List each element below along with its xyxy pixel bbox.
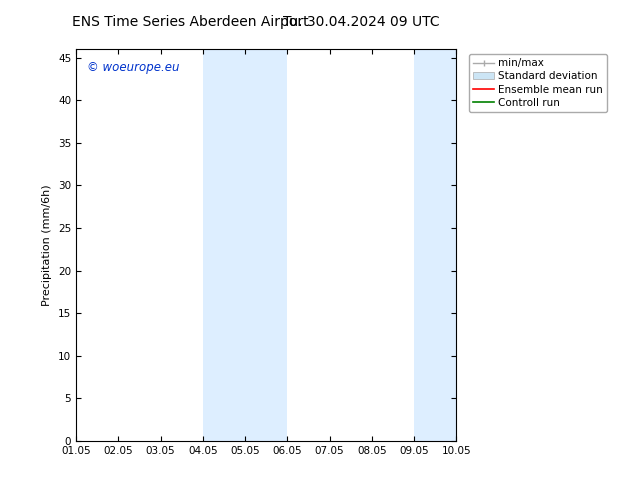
Text: ENS Time Series Aberdeen Airport: ENS Time Series Aberdeen Airport	[72, 15, 309, 29]
Y-axis label: Precipitation (mm/6h): Precipitation (mm/6h)	[42, 184, 53, 306]
Text: Tu. 30.04.2024 09 UTC: Tu. 30.04.2024 09 UTC	[283, 15, 440, 29]
Bar	[414, 49, 456, 441]
Bar	[245, 49, 287, 441]
Bar	[456, 49, 477, 441]
Bar	[203, 49, 245, 441]
Legend: min/max, Standard deviation, Ensemble mean run, Controll run: min/max, Standard deviation, Ensemble me…	[469, 54, 607, 112]
Text: © woeurope.eu: © woeurope.eu	[87, 61, 180, 74]
